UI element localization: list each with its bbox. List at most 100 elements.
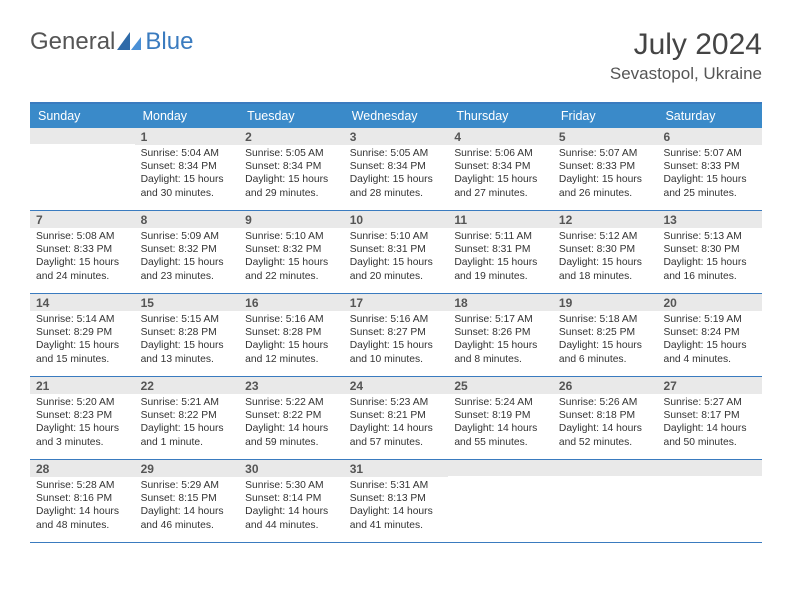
daylight-text: Daylight: 15 hours and 16 minutes. xyxy=(663,256,756,282)
calendar-cell xyxy=(30,128,135,210)
day-number xyxy=(553,460,658,476)
day-number: 3 xyxy=(344,128,449,145)
daylight-text: Daylight: 15 hours and 19 minutes. xyxy=(454,256,547,282)
sunset-text: Sunset: 8:32 PM xyxy=(245,243,338,256)
day-details xyxy=(553,476,658,526)
sunrise-text: Sunrise: 5:04 AM xyxy=(141,147,234,160)
sunrise-text: Sunrise: 5:07 AM xyxy=(663,147,756,160)
week-row: 14Sunrise: 5:14 AMSunset: 8:29 PMDayligh… xyxy=(30,294,762,377)
calendar-cell: 9Sunrise: 5:10 AMSunset: 8:32 PMDaylight… xyxy=(239,211,344,293)
day-details: Sunrise: 5:05 AMSunset: 8:34 PMDaylight:… xyxy=(344,145,449,204)
day-details: Sunrise: 5:21 AMSunset: 8:22 PMDaylight:… xyxy=(135,394,240,453)
logo: General Blue xyxy=(30,28,193,56)
day-number: 24 xyxy=(344,377,449,394)
day-details: Sunrise: 5:29 AMSunset: 8:15 PMDaylight:… xyxy=(135,477,240,536)
calendar-cell: 11Sunrise: 5:11 AMSunset: 8:31 PMDayligh… xyxy=(448,211,553,293)
sunrise-text: Sunrise: 5:09 AM xyxy=(141,230,234,243)
day-number: 17 xyxy=(344,294,449,311)
sunrise-text: Sunrise: 5:19 AM xyxy=(663,313,756,326)
day-number xyxy=(448,460,553,476)
day-header-row: Sunday Monday Tuesday Wednesday Thursday… xyxy=(30,104,762,128)
daylight-text: Daylight: 15 hours and 15 minutes. xyxy=(36,339,129,365)
day-number: 28 xyxy=(30,460,135,477)
sunrise-text: Sunrise: 5:15 AM xyxy=(141,313,234,326)
daylight-text: Daylight: 14 hours and 46 minutes. xyxy=(141,505,234,531)
calendar-cell: 4Sunrise: 5:06 AMSunset: 8:34 PMDaylight… xyxy=(448,128,553,210)
day-details: Sunrise: 5:07 AMSunset: 8:33 PMDaylight:… xyxy=(657,145,762,204)
calendar-cell: 2Sunrise: 5:05 AMSunset: 8:34 PMDaylight… xyxy=(239,128,344,210)
calendar-cell: 17Sunrise: 5:16 AMSunset: 8:27 PMDayligh… xyxy=(344,294,449,376)
day-number: 8 xyxy=(135,211,240,228)
sunset-text: Sunset: 8:21 PM xyxy=(350,409,443,422)
sunrise-text: Sunrise: 5:07 AM xyxy=(559,147,652,160)
day-details: Sunrise: 5:15 AMSunset: 8:28 PMDaylight:… xyxy=(135,311,240,370)
daylight-text: Daylight: 14 hours and 50 minutes. xyxy=(663,422,756,448)
day-details: Sunrise: 5:16 AMSunset: 8:27 PMDaylight:… xyxy=(344,311,449,370)
sunrise-text: Sunrise: 5:22 AM xyxy=(245,396,338,409)
day-details: Sunrise: 5:17 AMSunset: 8:26 PMDaylight:… xyxy=(448,311,553,370)
day-number: 29 xyxy=(135,460,240,477)
sunset-text: Sunset: 8:24 PM xyxy=(663,326,756,339)
sunset-text: Sunset: 8:16 PM xyxy=(36,492,129,505)
day-details: Sunrise: 5:11 AMSunset: 8:31 PMDaylight:… xyxy=(448,228,553,287)
day-number: 6 xyxy=(657,128,762,145)
calendar-cell xyxy=(553,460,658,542)
logo-text-1: General xyxy=(30,28,115,56)
daylight-text: Daylight: 15 hours and 8 minutes. xyxy=(454,339,547,365)
daylight-text: Daylight: 14 hours and 59 minutes. xyxy=(245,422,338,448)
daylight-text: Daylight: 15 hours and 18 minutes. xyxy=(559,256,652,282)
calendar-cell: 27Sunrise: 5:27 AMSunset: 8:17 PMDayligh… xyxy=(657,377,762,459)
daylight-text: Daylight: 15 hours and 12 minutes. xyxy=(245,339,338,365)
calendar-cell: 18Sunrise: 5:17 AMSunset: 8:26 PMDayligh… xyxy=(448,294,553,376)
day-details: Sunrise: 5:20 AMSunset: 8:23 PMDaylight:… xyxy=(30,394,135,453)
day-details: Sunrise: 5:10 AMSunset: 8:31 PMDaylight:… xyxy=(344,228,449,287)
day-number: 16 xyxy=(239,294,344,311)
day-number: 30 xyxy=(239,460,344,477)
sunrise-text: Sunrise: 5:16 AM xyxy=(245,313,338,326)
daylight-text: Daylight: 14 hours and 48 minutes. xyxy=(36,505,129,531)
day-number: 15 xyxy=(135,294,240,311)
day-number: 14 xyxy=(30,294,135,311)
sunrise-text: Sunrise: 5:26 AM xyxy=(559,396,652,409)
day-details: Sunrise: 5:09 AMSunset: 8:32 PMDaylight:… xyxy=(135,228,240,287)
calendar-cell: 13Sunrise: 5:13 AMSunset: 8:30 PMDayligh… xyxy=(657,211,762,293)
day-number: 9 xyxy=(239,211,344,228)
calendar-cell: 20Sunrise: 5:19 AMSunset: 8:24 PMDayligh… xyxy=(657,294,762,376)
day-details: Sunrise: 5:22 AMSunset: 8:22 PMDaylight:… xyxy=(239,394,344,453)
day-number: 18 xyxy=(448,294,553,311)
calendar-cell: 21Sunrise: 5:20 AMSunset: 8:23 PMDayligh… xyxy=(30,377,135,459)
day-details: Sunrise: 5:18 AMSunset: 8:25 PMDaylight:… xyxy=(553,311,658,370)
calendar-cell: 15Sunrise: 5:15 AMSunset: 8:28 PMDayligh… xyxy=(135,294,240,376)
day-details: Sunrise: 5:19 AMSunset: 8:24 PMDaylight:… xyxy=(657,311,762,370)
sunset-text: Sunset: 8:31 PM xyxy=(350,243,443,256)
day-number: 19 xyxy=(553,294,658,311)
day-number: 2 xyxy=(239,128,344,145)
day-details: Sunrise: 5:05 AMSunset: 8:34 PMDaylight:… xyxy=(239,145,344,204)
calendar-cell: 22Sunrise: 5:21 AMSunset: 8:22 PMDayligh… xyxy=(135,377,240,459)
sunset-text: Sunset: 8:34 PM xyxy=(454,160,547,173)
day-number: 5 xyxy=(553,128,658,145)
calendar-cell: 10Sunrise: 5:10 AMSunset: 8:31 PMDayligh… xyxy=(344,211,449,293)
sunrise-text: Sunrise: 5:30 AM xyxy=(245,479,338,492)
dayhead-fri: Friday xyxy=(553,104,658,128)
day-number: 13 xyxy=(657,211,762,228)
day-details: Sunrise: 5:10 AMSunset: 8:32 PMDaylight:… xyxy=(239,228,344,287)
sunset-text: Sunset: 8:14 PM xyxy=(245,492,338,505)
day-number xyxy=(657,460,762,476)
daylight-text: Daylight: 15 hours and 29 minutes. xyxy=(245,173,338,199)
day-details: Sunrise: 5:07 AMSunset: 8:33 PMDaylight:… xyxy=(553,145,658,204)
daylight-text: Daylight: 15 hours and 27 minutes. xyxy=(454,173,547,199)
sunset-text: Sunset: 8:25 PM xyxy=(559,326,652,339)
daylight-text: Daylight: 14 hours and 44 minutes. xyxy=(245,505,338,531)
week-row: 21Sunrise: 5:20 AMSunset: 8:23 PMDayligh… xyxy=(30,377,762,460)
daylight-text: Daylight: 15 hours and 6 minutes. xyxy=(559,339,652,365)
daylight-text: Daylight: 14 hours and 57 minutes. xyxy=(350,422,443,448)
sunrise-text: Sunrise: 5:08 AM xyxy=(36,230,129,243)
day-details: Sunrise: 5:13 AMSunset: 8:30 PMDaylight:… xyxy=(657,228,762,287)
dayhead-sat: Saturday xyxy=(657,104,762,128)
calendar-cell: 5Sunrise: 5:07 AMSunset: 8:33 PMDaylight… xyxy=(553,128,658,210)
day-number: 11 xyxy=(448,211,553,228)
sunset-text: Sunset: 8:28 PM xyxy=(141,326,234,339)
sunset-text: Sunset: 8:34 PM xyxy=(350,160,443,173)
calendar-cell: 3Sunrise: 5:05 AMSunset: 8:34 PMDaylight… xyxy=(344,128,449,210)
